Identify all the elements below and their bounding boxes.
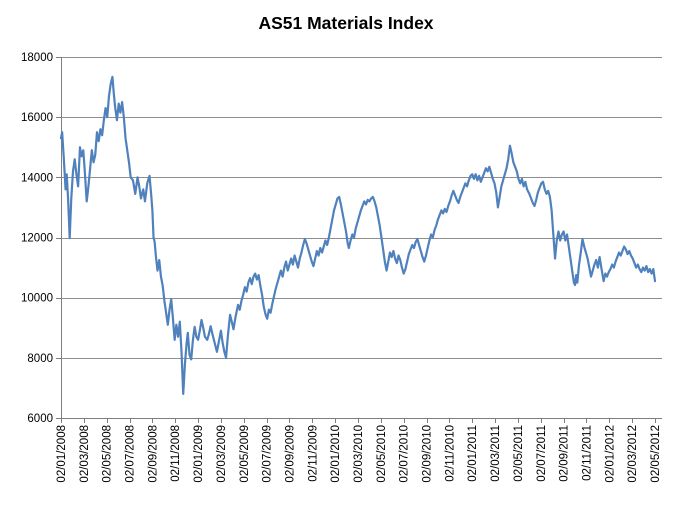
x-tick-label: 02/03/2010 (353, 425, 365, 483)
x-tick-label: 02/03/2009 (216, 425, 228, 483)
x-tick-label: 02/01/2012 (604, 425, 616, 483)
x-tick-label: 02/05/2008 (102, 425, 114, 483)
axes (61, 57, 662, 419)
x-tick-label: 02/01/2011 (467, 425, 479, 482)
x-tick-label: 02/03/2008 (79, 425, 91, 483)
y-tick-label: 12000 (21, 233, 53, 245)
x-tick-label: 02/05/2012 (650, 425, 662, 483)
series-group (59, 75, 657, 396)
x-tick-label: 02/09/2010 (422, 425, 434, 483)
x-tick-label: 02/01/2010 (330, 425, 342, 483)
x-tick-label: 02/01/2008 (56, 425, 68, 483)
x-tick-label: 02/09/2009 (284, 425, 296, 483)
chart-title: AS51 Materials Index (258, 13, 433, 33)
x-tick-label: 02/11/2011 (581, 425, 593, 481)
y-tick-label: 6000 (27, 413, 53, 425)
x-tick-label: 02/11/2010 (444, 425, 456, 482)
y-tick-label: 16000 (21, 112, 53, 124)
x-tick-label: 02/11/2008 (170, 425, 182, 482)
x-axis-tick-marks (61, 418, 656, 423)
x-tick-label: 02/03/2011 (490, 425, 502, 482)
x-tick-label: 02/05/2010 (376, 425, 388, 483)
y-axis-tick-marks (56, 57, 61, 419)
x-tick-label: 02/09/2011 (559, 425, 571, 482)
series-line (59, 75, 657, 396)
x-tick-label: 02/11/2009 (307, 425, 319, 482)
x-axis-labels: 02/01/2008 02/03/2008 02/05/2008 02/07/2008… (56, 425, 662, 483)
x-tick-label: 02/01/2009 (193, 425, 205, 483)
x-tick-label: 02/05/2011 (513, 425, 525, 482)
y-tick-label: 10000 (21, 293, 53, 305)
y-tick-label: 8000 (27, 353, 53, 365)
y-tick-label: 14000 (21, 172, 53, 184)
x-tick-label: 02/07/2008 (125, 425, 137, 483)
horizontal-gridlines (61, 57, 662, 359)
x-tick-label: 02/07/2009 (262, 425, 274, 483)
x-tick-label: 02/03/2012 (627, 425, 639, 483)
x-tick-label: 02/07/2011 (536, 425, 548, 482)
x-tick-label: 02/09/2008 (147, 425, 159, 483)
x-tick-label: 02/07/2010 (399, 425, 411, 483)
x-tick-label: 02/05/2009 (239, 425, 251, 483)
y-tick-label: 18000 (21, 52, 53, 64)
y-axis-labels: 6000 8000 10000 12000 14000 16000 18000 (21, 52, 53, 425)
